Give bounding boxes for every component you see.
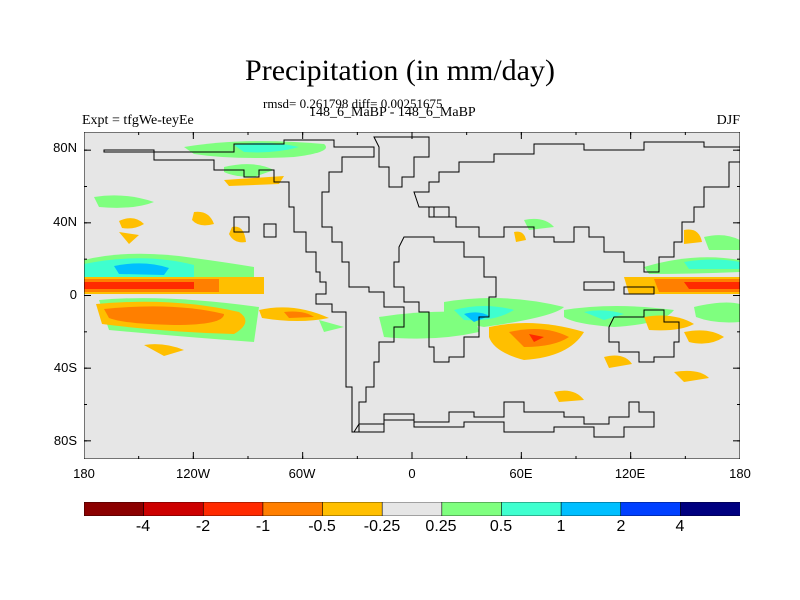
lon-label: 120W: [176, 466, 210, 481]
field-wet: [704, 235, 740, 250]
field-dry: [229, 226, 246, 243]
colorbar-swatch: [322, 502, 383, 516]
field-wet: [114, 263, 169, 275]
lon-label: 180: [729, 466, 751, 481]
colorbar-swatch: [560, 502, 622, 516]
lat-label: 40N: [53, 214, 77, 229]
coastline-islands: [233, 206, 450, 238]
season-label: DJF: [716, 113, 740, 128]
stats-line: rmsd= 0.261798 diff= 0.00251675: [263, 96, 443, 111]
coastline-australia: [608, 309, 680, 363]
field-dry: [529, 334, 544, 342]
lon-label: 120E: [614, 466, 646, 481]
colorbar-swatch: [84, 502, 145, 516]
field-dry: [514, 231, 526, 242]
lon-label: 0: [408, 466, 416, 481]
plot-title: Precipitation (in mm/day): [245, 54, 555, 87]
field-dry: [119, 232, 139, 244]
lon-label: 180: [73, 466, 95, 481]
field-dry: [684, 330, 724, 344]
coastline-antarctica: [353, 401, 655, 438]
field-dry: [84, 282, 194, 289]
coastline-americas: [103, 139, 405, 433]
field-dry: [554, 390, 584, 402]
colorbar: [84, 502, 740, 516]
colorbar-swatch: [262, 502, 324, 516]
colorbar-label: -0.25: [363, 518, 401, 535]
field-dry: [684, 282, 740, 289]
colorbar-label: 4: [675, 518, 685, 535]
coastline-eurasia: [413, 141, 740, 273]
field-wet: [584, 310, 624, 320]
colorbar-label: -1: [255, 518, 271, 535]
precipitation-map: [84, 132, 740, 459]
colorbar-swatch: [620, 502, 681, 516]
experiment-label: Expt = tfgWe-teyEe: [82, 113, 194, 128]
coastline-africa: [393, 236, 497, 363]
colorbar-label: 0.5: [489, 518, 513, 535]
colorbar-label: 0.25: [425, 518, 457, 535]
coastline-greenland: [373, 136, 430, 188]
field-dry: [644, 315, 694, 331]
field-wet: [94, 195, 154, 208]
field-dry: [284, 311, 314, 318]
coastlines: [103, 136, 740, 438]
colorbar-swatch: [501, 502, 562, 516]
lat-label: 0: [69, 287, 77, 302]
field-dry: [119, 218, 144, 229]
colorbar-swatch: [202, 502, 264, 516]
colorbar-label: 1: [556, 518, 566, 535]
field-dry: [674, 370, 709, 382]
colorbar-swatch: [381, 502, 443, 516]
field-dry: [104, 306, 224, 325]
axis-ticks: [84, 132, 740, 459]
field-dry: [224, 176, 284, 186]
lat-label: 80N: [53, 140, 77, 155]
field-wet: [319, 320, 344, 332]
colorbar-label: -2: [195, 518, 211, 535]
field-wet: [694, 302, 740, 323]
colorbar-label: 2: [616, 518, 626, 535]
colorbar-swatch: [680, 502, 740, 516]
field-dry: [604, 355, 632, 368]
lat-label: 40S: [53, 360, 77, 375]
field-wet: [224, 164, 274, 177]
colorbar-swatch: [441, 502, 503, 516]
field-dry: [144, 344, 184, 356]
field-wet: [234, 142, 299, 153]
colorbar-label: -0.5: [308, 518, 336, 535]
field-dry: [192, 211, 214, 226]
colorbar-label: -4: [135, 518, 151, 535]
lon-label: 60E: [509, 466, 533, 481]
lon-label: 60W: [288, 466, 316, 481]
plot-subtitle: 148_6_MaBP - 148_6_MaBP: [309, 105, 476, 120]
colorbar-swatch: [143, 502, 204, 516]
field-wet: [684, 259, 740, 269]
field-dry: [684, 229, 702, 244]
field-wet: [464, 312, 489, 322]
lat-label: 80S: [53, 433, 77, 448]
map-background: [84, 132, 740, 459]
coastline-indonesia: [583, 281, 655, 295]
